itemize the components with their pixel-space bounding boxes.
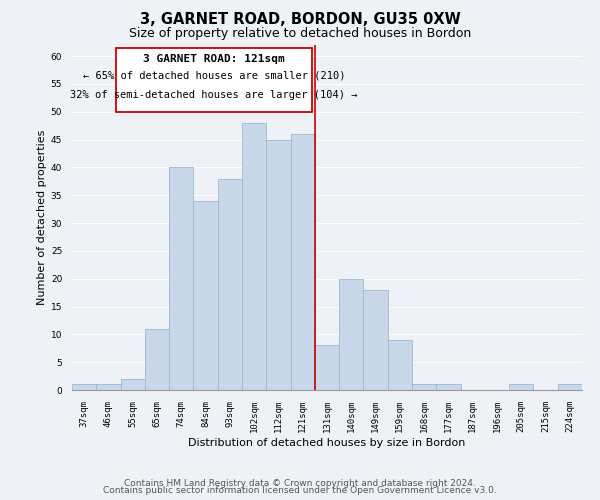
Text: 3 GARNET ROAD: 121sqm: 3 GARNET ROAD: 121sqm — [143, 54, 285, 64]
Bar — [169, 168, 193, 390]
Bar — [509, 384, 533, 390]
Bar — [339, 278, 364, 390]
Bar — [290, 134, 315, 390]
Text: Size of property relative to detached houses in Bordon: Size of property relative to detached ho… — [129, 28, 471, 40]
Text: Contains HM Land Registry data © Crown copyright and database right 2024.: Contains HM Land Registry data © Crown c… — [124, 478, 476, 488]
Text: ← 65% of detached houses are smaller (210): ← 65% of detached houses are smaller (21… — [83, 70, 346, 81]
Text: 32% of semi-detached houses are larger (104) →: 32% of semi-detached houses are larger (… — [70, 90, 358, 100]
Bar — [364, 290, 388, 390]
Text: 3, GARNET ROAD, BORDON, GU35 0XW: 3, GARNET ROAD, BORDON, GU35 0XW — [140, 12, 460, 28]
Bar — [558, 384, 582, 390]
FancyBboxPatch shape — [116, 48, 313, 112]
Bar — [96, 384, 121, 390]
Bar — [412, 384, 436, 390]
Bar — [218, 178, 242, 390]
Bar — [193, 201, 218, 390]
X-axis label: Distribution of detached houses by size in Bordon: Distribution of detached houses by size … — [188, 438, 466, 448]
Bar — [315, 346, 339, 390]
Bar — [72, 384, 96, 390]
Bar — [388, 340, 412, 390]
Bar — [242, 123, 266, 390]
Bar — [436, 384, 461, 390]
Text: Contains public sector information licensed under the Open Government Licence v3: Contains public sector information licen… — [103, 486, 497, 495]
Y-axis label: Number of detached properties: Number of detached properties — [37, 130, 47, 305]
Bar — [121, 379, 145, 390]
Bar — [266, 140, 290, 390]
Bar — [145, 329, 169, 390]
